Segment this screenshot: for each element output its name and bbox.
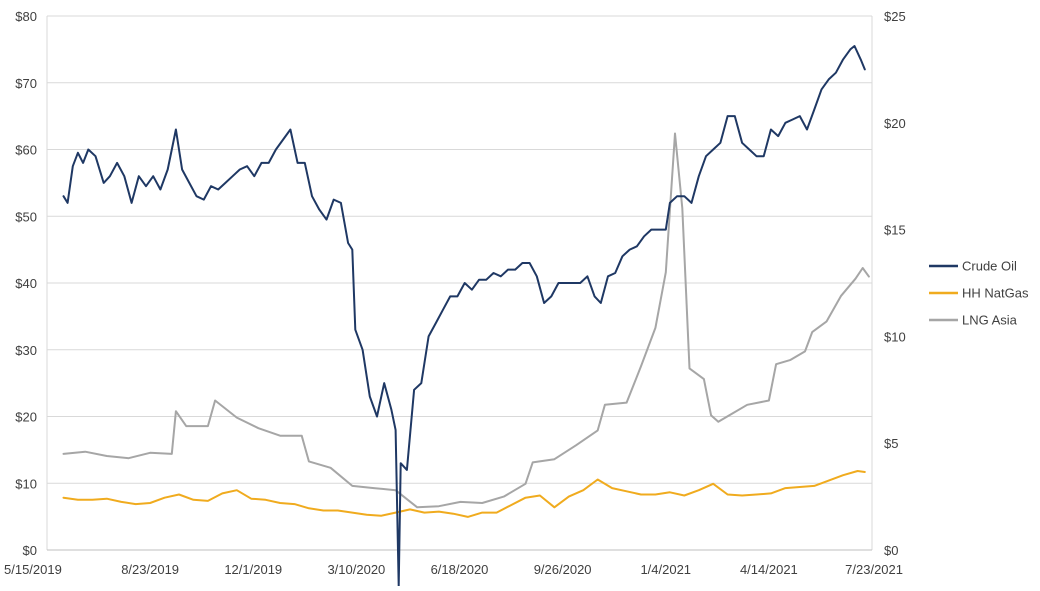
x-tick-label: 9/26/2020 — [534, 562, 592, 577]
x-tick-label: 6/18/2020 — [431, 562, 489, 577]
x-tick-label: 8/23/2019 — [121, 562, 179, 577]
y-right-tick-label: $20 — [884, 116, 906, 131]
series-lines — [62, 45, 870, 587]
y-left-tick-label: $30 — [15, 343, 37, 358]
series-line-lng-asia — [62, 132, 870, 509]
y-left-tick-label: $50 — [15, 209, 37, 224]
x-tick-label: 4/14/2021 — [740, 562, 798, 577]
y-left-tick-label: $60 — [15, 143, 37, 158]
y-right-tick-label: $15 — [884, 223, 906, 238]
legend-label: HH NatGas — [962, 286, 1029, 301]
y-left-tick-label: $10 — [15, 476, 37, 491]
y-right-tick-label: $5 — [884, 436, 898, 451]
y-right-tick-label: $25 — [884, 9, 906, 24]
legend-label: LNG Asia — [962, 313, 1018, 328]
y-right-tick-label: $10 — [884, 329, 906, 344]
x-tick-label: 5/15/2019 — [4, 562, 62, 577]
axes: $0 $10 $20 $30 $40 $50 $60 $70 $80 $0 $5 $10 $15 $20 $… — [4, 9, 906, 577]
x-tick-label: 12/1/2019 — [224, 562, 282, 577]
x-tick-label: 7/23/2021 — [845, 562, 903, 577]
series-line-crude-oil — [62, 45, 866, 587]
y-left-tick-label: $40 — [15, 276, 37, 291]
legend: Crude Oil HH NatGas LNG Asia — [929, 259, 1029, 328]
y-left-tick-label: $0 — [23, 543, 37, 558]
x-tick-label: 3/10/2020 — [327, 562, 385, 577]
y-right-tick-label: $0 — [884, 543, 898, 558]
y-left-tick-label: $20 — [15, 410, 37, 425]
legend-label: Crude Oil — [962, 259, 1017, 274]
y-left-tick-label: $80 — [15, 9, 37, 24]
gridlines — [47, 15, 872, 484]
y-left-tick-label: $70 — [15, 76, 37, 91]
x-tick-label: 1/4/2021 — [640, 562, 691, 577]
series-line-hh-natgas — [62, 470, 866, 518]
